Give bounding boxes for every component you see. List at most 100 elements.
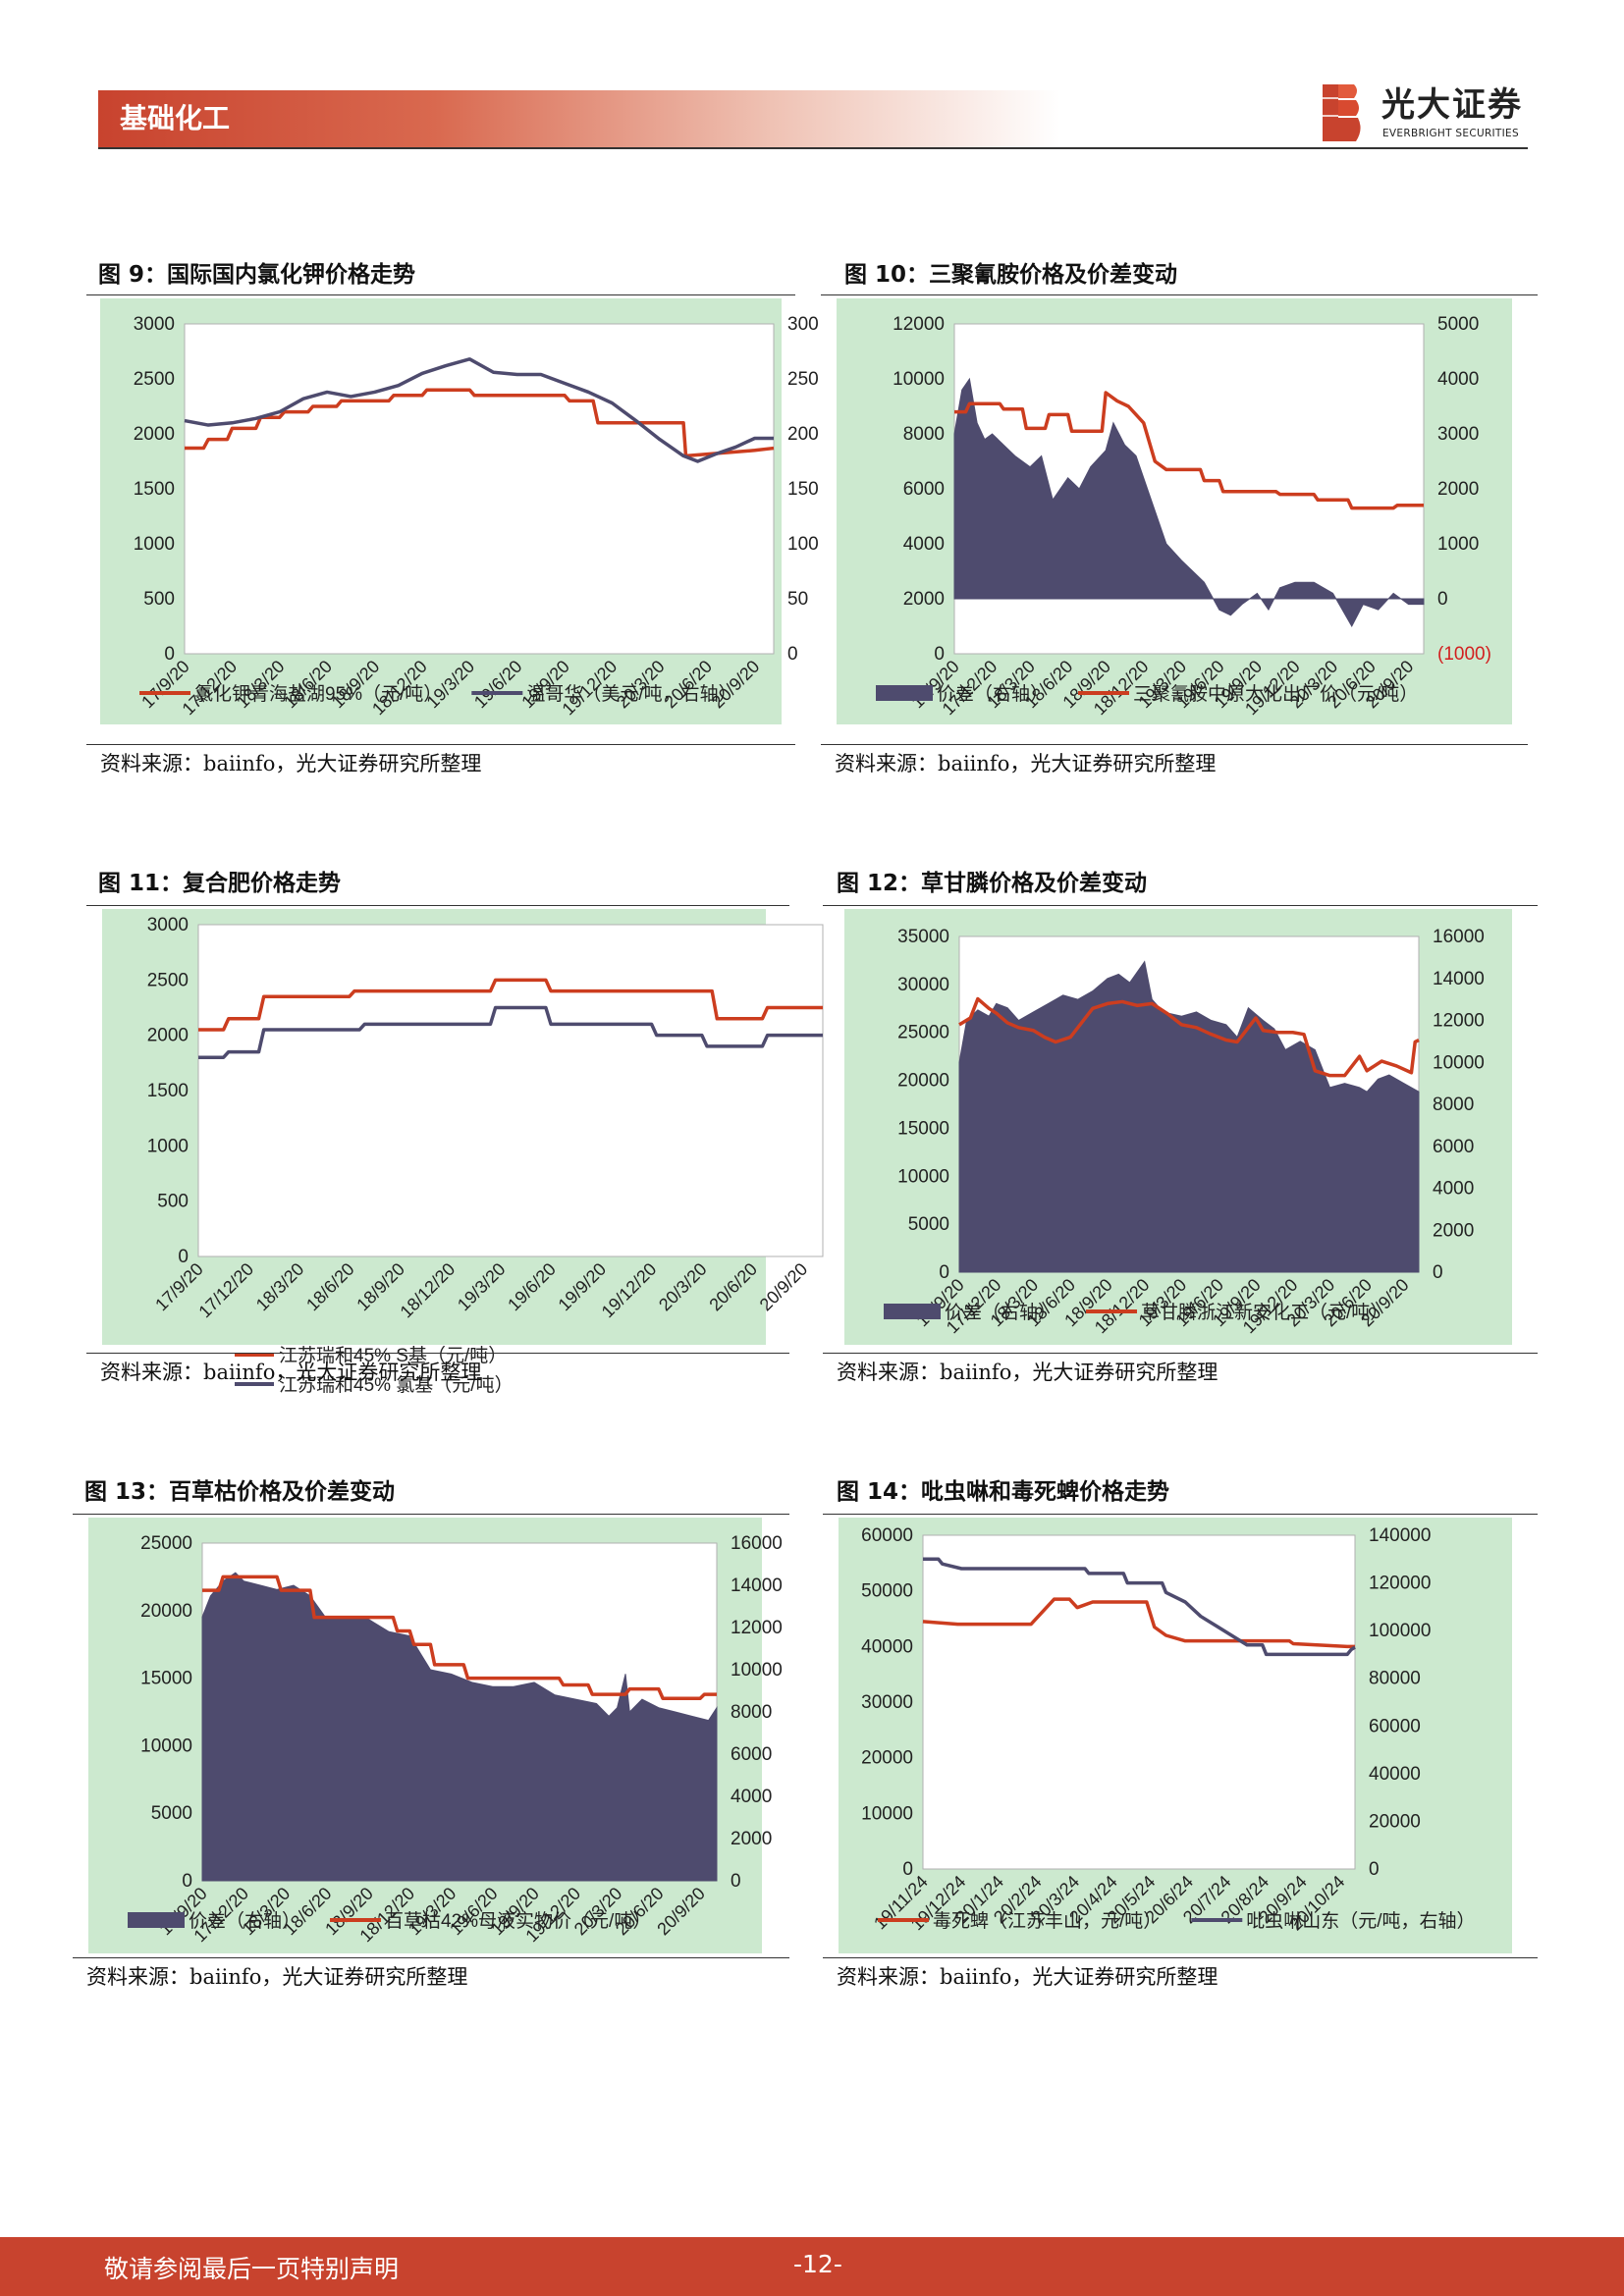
legend-swatch <box>128 1912 185 1928</box>
x-tick-label: 20/6/20 <box>705 1259 761 1315</box>
figure-title: 图 14：吡虫啉和毒死蜱价格走势 <box>837 1479 1170 1505</box>
figure-top-rule <box>823 905 1538 906</box>
page-number: -12- <box>793 2250 842 2278</box>
y-left-tick-label: 0 <box>939 1262 949 1283</box>
y-right-tick-label: 12000 <box>1433 1011 1485 1032</box>
legend-label: 三聚氰胺中原大化出厂价（元/吨） <box>1133 683 1418 705</box>
x-tick-label: 18/12/20 <box>397 1259 460 1322</box>
series-line <box>184 357 774 463</box>
y-left-tick-label: 5000 <box>908 1214 949 1235</box>
series-area-spread <box>958 960 1420 1273</box>
figure-source: 资料来源：baiinfo，光大证券研究所整理 <box>837 1965 1218 1989</box>
y-right-tick-label: 14000 <box>731 1575 783 1596</box>
y-left-tick-label: 8000 <box>903 424 945 445</box>
figure-title: 图 9：国际国内氯化钾价格走势 <box>98 262 416 288</box>
section-title: 基础化工 <box>120 102 231 134</box>
x-tick-label: 19/12/20 <box>598 1259 661 1322</box>
y-left-tick-label: 2500 <box>134 369 175 390</box>
legend-label: 价差（右轴） <box>945 1302 1056 1323</box>
figure-source: 资料来源：baiinfo，光大证券研究所整理 <box>100 752 482 775</box>
y-right-tick-label: 40000 <box>1369 1764 1421 1785</box>
x-tick-label: 19/3/20 <box>454 1259 510 1315</box>
chart-10: 0 2000 4000 6000 8000 10000 12000 (1000) 0 1000 20… <box>876 314 1491 719</box>
series-line <box>954 391 1424 510</box>
y-left-tick-label: 5000 <box>151 1803 192 1824</box>
y-left-tick-label: 30000 <box>861 1692 913 1713</box>
y-left-tick-label: 0 <box>934 644 945 665</box>
y-left-tick-label: 2000 <box>147 1026 189 1046</box>
figure-9: 图 9：国际国内氯化钾价格走势 0 500 1000 1500 2000 2500 3000… <box>86 255 819 785</box>
y-left-tick-label: 500 <box>157 1192 189 1212</box>
y-left-tick-label: 10000 <box>861 1803 913 1824</box>
series-line <box>922 1597 1355 1649</box>
logo-text-en: EVERBRIGHT SECURITIES <box>1382 128 1519 139</box>
y-left-tick-label: 20000 <box>897 1071 949 1092</box>
plot-area <box>922 1534 1356 1870</box>
figure-source: 资料来源：baiinfo，光大证券研究所整理 <box>837 1361 1218 1384</box>
series-area-spread <box>201 1572 718 1882</box>
figure-12: 图 12：草甘膦价格及价差变动 0 5000 10000 15000 20000 2500… <box>823 864 1538 1394</box>
x-tick-label: 17/12/20 <box>194 1259 257 1322</box>
y-right-tick-label: 200 <box>787 424 819 445</box>
figure-top-rule <box>86 905 789 906</box>
y-left-tick-label: 15000 <box>897 1118 949 1139</box>
figure-14: 图 14：吡虫啉和毒死蜱价格走势 0 10000 20000 30000 40000 50… <box>823 1472 1538 2002</box>
series-line <box>198 1005 823 1059</box>
y-right-tick-label: 16000 <box>1433 927 1485 947</box>
legend-label: 百草枯42%母液实物价（元/吨） <box>385 1910 651 1932</box>
y-left-tick-label: 2000 <box>134 424 175 445</box>
y-right-tick-label: 0 <box>787 644 798 665</box>
y-left-tick-label: 2000 <box>903 589 945 610</box>
x-tick-label: 20/3/20 <box>655 1259 711 1315</box>
y-right-tick-label: 10000 <box>1433 1052 1485 1073</box>
header-divider <box>98 147 1528 149</box>
figure-top-rule <box>821 294 1538 295</box>
y-left-tick-label: 6000 <box>903 479 945 500</box>
x-tick-label: 19/6/20 <box>504 1259 560 1315</box>
y-right-tick-label: (1000) <box>1437 644 1491 665</box>
figure-title: 图 13：百草枯价格及价差变动 <box>84 1479 396 1505</box>
footer-band <box>0 2237 1624 2296</box>
x-tick-label: 20/9/20 <box>756 1259 812 1315</box>
y-right-tick-label: 300 <box>787 314 819 335</box>
brand-logo: 光大证券 EVERBRIGHT SECURITIES <box>1321 82 1527 143</box>
y-left-tick-label: 25000 <box>140 1533 192 1554</box>
y-left-tick-label: 1500 <box>147 1081 189 1101</box>
x-tick-label: 18/6/20 <box>302 1259 358 1315</box>
y-left-tick-label: 1000 <box>134 534 175 555</box>
series-area-spread <box>953 377 1425 628</box>
chart-13: 0 5000 10000 15000 20000 25000 0 2000 4000 6000 80… <box>128 1533 783 1946</box>
y-right-tick-label: 0 <box>1369 1859 1380 1880</box>
figure-title: 图 11：复合肥价格走势 <box>98 871 342 896</box>
y-left-tick-label: 0 <box>902 1859 913 1880</box>
chart-11: 05001000150020002500300017/9/2017/12/201… <box>147 915 824 1396</box>
y-left-tick-label: 0 <box>164 644 175 665</box>
figure-bottom-rule <box>823 1353 1538 1354</box>
everbright-logo-icon <box>1323 84 1361 141</box>
y-right-tick-label: 3000 <box>1437 424 1479 445</box>
y-left-tick-label: 15000 <box>140 1669 192 1689</box>
y-right-tick-label: 20000 <box>1369 1811 1421 1832</box>
y-right-tick-label: 14000 <box>1433 969 1485 989</box>
y-right-tick-label: 8000 <box>731 1702 772 1723</box>
figure-bottom-rule <box>823 1957 1538 1958</box>
y-right-tick-label: 1000 <box>1437 534 1479 555</box>
y-left-tick-label: 50000 <box>861 1581 913 1602</box>
plot-area <box>184 323 775 655</box>
y-right-tick-label: 0 <box>1433 1262 1443 1283</box>
y-right-tick-label: 60000 <box>1369 1716 1421 1736</box>
legend-label: 氯化钾青海盐湖95%（元/吨） <box>194 683 442 705</box>
legend-label: 价差（右轴） <box>937 683 1049 705</box>
figure-bottom-rule <box>86 744 795 745</box>
y-right-tick-label: 4000 <box>1437 369 1479 390</box>
x-tick-label: 19/6/20 <box>470 657 526 713</box>
legend-label: 温哥华（美元/吨，右轴） <box>526 683 736 705</box>
y-right-tick-label: 4000 <box>731 1787 772 1807</box>
y-right-tick-label: 120000 <box>1369 1574 1431 1594</box>
figure-10: 图 10：三聚氰胺价格及价差变动 0 2000 4000 6000 8000 10000 1… <box>821 255 1538 785</box>
y-left-tick-label: 1000 <box>147 1136 189 1156</box>
figure-title: 图 12：草甘膦价格及价差变动 <box>837 871 1148 896</box>
y-right-tick-label: 5000 <box>1437 314 1479 335</box>
series-line <box>198 978 823 1032</box>
y-right-tick-label: 16000 <box>731 1533 783 1554</box>
